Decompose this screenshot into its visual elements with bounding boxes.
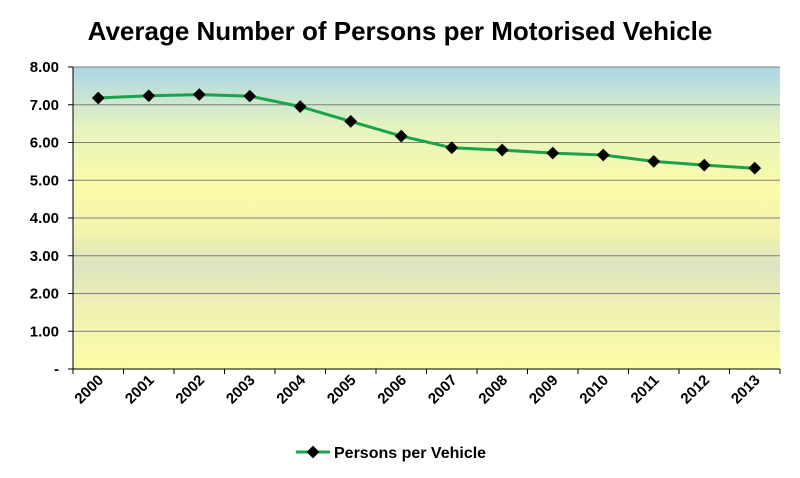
x-tick-label: 2003: [223, 372, 259, 408]
y-tick-labels: - 1.00 2.00 3.00 4.00 5.00 6.00 7.00 8.00: [30, 59, 59, 378]
x-tick-label: 2013: [728, 372, 764, 408]
x-tick-label: 2002: [172, 372, 208, 408]
data-point: [142, 89, 156, 103]
x-tick-label: 2001: [122, 372, 158, 408]
y-tick-label: 7.00: [30, 97, 59, 114]
data-point: [243, 89, 257, 103]
legend-label: Persons per Vehicle: [334, 445, 486, 462]
x-tick-label: 2008: [475, 372, 511, 408]
x-tick-label: 2012: [677, 372, 713, 408]
y-tick-label: 5.00: [30, 172, 59, 189]
x-tick-label: 2000: [71, 372, 107, 408]
x-tick-labels: 2000 2001 2002 2003 2004 2005 2006 2007 2008 2009…: [71, 371, 763, 407]
series-line: [98, 93, 755, 170]
data-point: [192, 88, 206, 101]
x-tick-label: 2011: [628, 372, 663, 407]
data-point: [445, 141, 459, 155]
x-tick-label: 2006: [374, 372, 410, 408]
y-tick-label: -: [54, 361, 59, 378]
y-tick-label: 6.00: [30, 135, 59, 152]
data-point: [495, 143, 509, 157]
axes: [68, 66, 781, 374]
legend-marker-swatch: [306, 445, 320, 459]
y-tick-label: 2.00: [30, 286, 59, 303]
x-tick-label: 2007: [425, 372, 461, 408]
x-tick-label: 2005: [324, 372, 360, 408]
data-point: [344, 114, 358, 128]
x-tick-label: 2009: [526, 372, 562, 408]
x-tick-label: 2004: [273, 371, 309, 407]
x-tick-label: 2010: [576, 372, 612, 408]
y-tick-label: 8.00: [30, 59, 59, 76]
data-point: [293, 100, 307, 114]
data-point: [394, 129, 408, 143]
legend: Persons per Vehicle: [296, 445, 486, 462]
y-tick-label: 3.00: [30, 248, 59, 265]
y-tick-label: 4.00: [30, 210, 59, 227]
y-tick-label: 1.00: [30, 323, 59, 340]
chart-title: Average Number of Persons per Motorised …: [88, 16, 713, 46]
